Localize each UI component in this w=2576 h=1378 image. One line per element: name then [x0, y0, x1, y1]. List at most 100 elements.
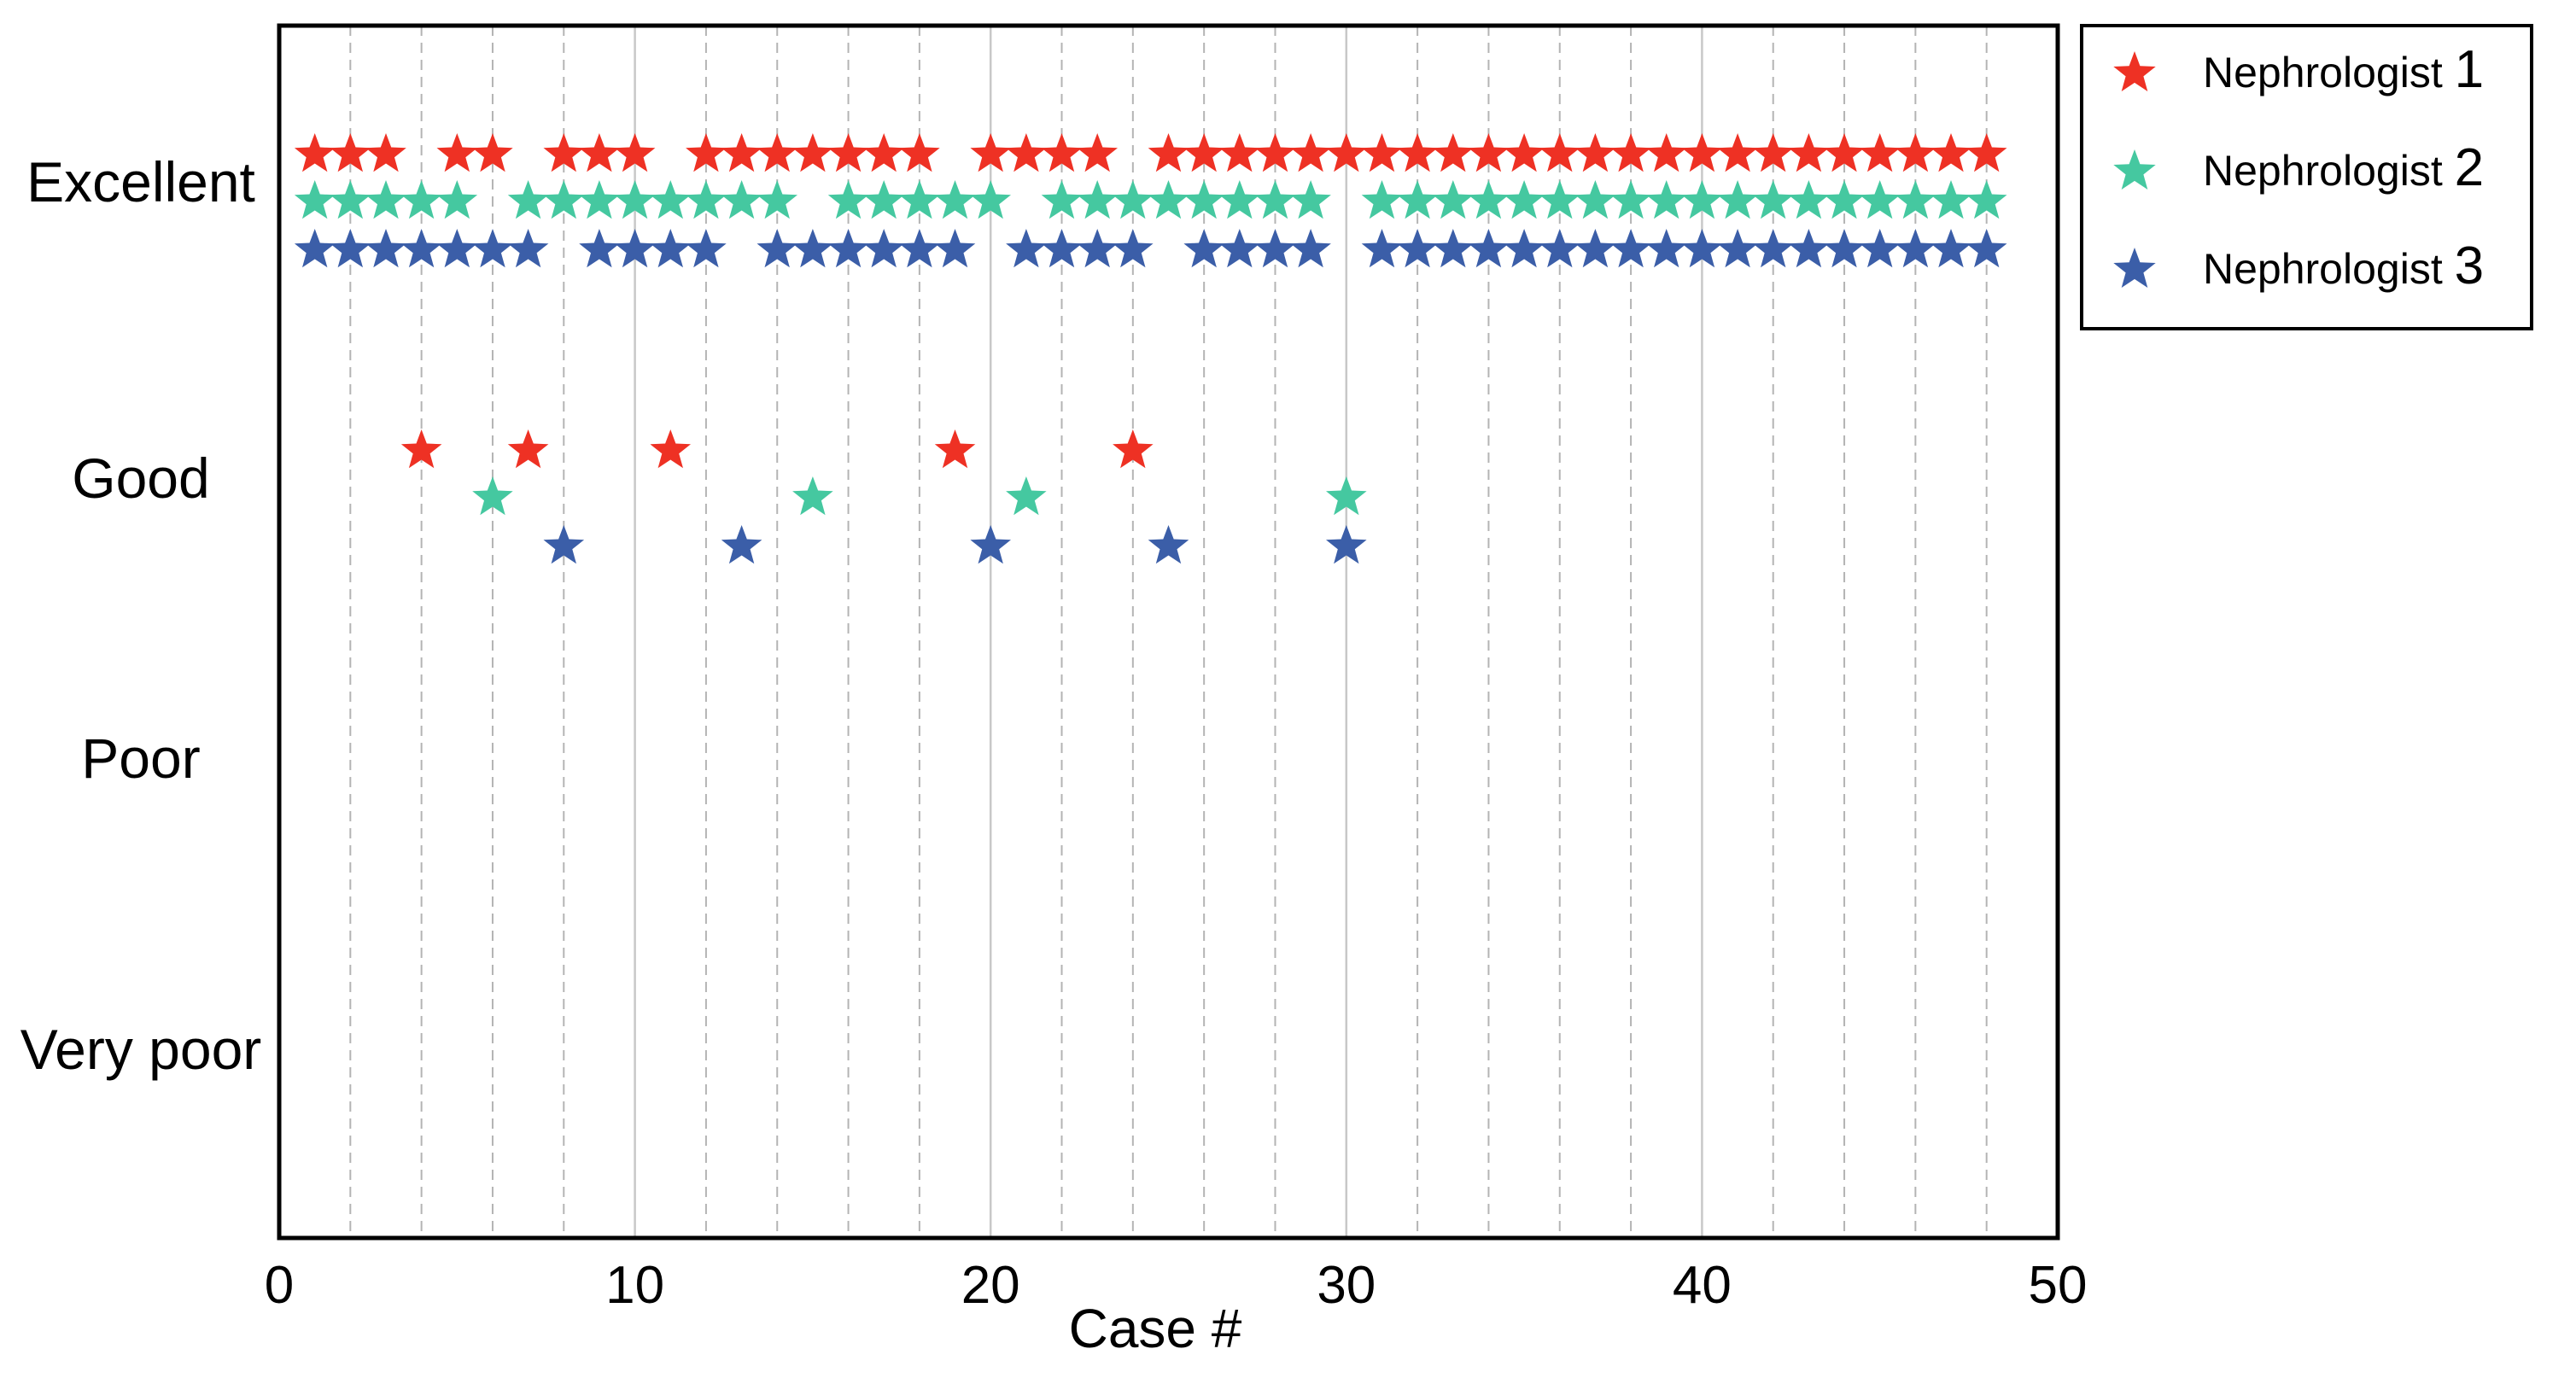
data-point — [1717, 133, 1758, 172]
data-point — [1931, 229, 1971, 268]
series-nephrologist-1 — [294, 133, 2007, 469]
data-point — [1504, 229, 1545, 268]
data-point — [1859, 133, 1901, 172]
data-point — [934, 429, 976, 469]
data-point — [1254, 133, 1296, 172]
data-point — [792, 476, 833, 516]
data-point — [686, 133, 727, 172]
data-point — [1219, 133, 1260, 172]
data-point — [863, 180, 904, 219]
data-point — [899, 133, 940, 172]
data-point — [294, 180, 336, 219]
data-point — [294, 229, 336, 268]
data-point — [650, 180, 691, 219]
data-point — [721, 525, 762, 564]
x-tick-label: 40 — [1673, 1256, 1732, 1315]
data-point — [507, 429, 549, 469]
data-point — [1681, 229, 1723, 268]
data-point — [1504, 133, 1545, 172]
y-tick-label-good: Good — [72, 447, 209, 510]
y-tick-label-very-poor: Very poor — [20, 1018, 262, 1081]
data-point — [579, 180, 620, 219]
plot-frame — [277, 23, 2060, 1241]
data-point — [899, 180, 940, 219]
data-point — [1433, 133, 1474, 172]
data-point — [579, 133, 620, 172]
legend-number: 1 — [2455, 40, 2484, 99]
data-point — [1361, 180, 1403, 219]
legend-label: Nephrologist 1 — [2203, 40, 2484, 99]
data-point — [827, 180, 869, 219]
data-point — [507, 180, 549, 219]
data-point — [614, 133, 656, 172]
data-point — [1966, 180, 2007, 219]
data-point — [1788, 229, 1830, 268]
legend: Nephrologist 1 Nephrologist 2 Nephrologist… — [2080, 24, 2533, 330]
data-point — [330, 180, 371, 219]
data-point — [970, 133, 1011, 172]
data-point — [1290, 180, 1331, 219]
data-point — [1859, 180, 1901, 219]
data-point — [1895, 229, 1936, 268]
x-tick-label: 50 — [2029, 1256, 2088, 1315]
data-point — [1895, 133, 1936, 172]
data-point — [650, 229, 691, 268]
data-point — [1681, 133, 1723, 172]
data-point — [863, 133, 904, 172]
series-nephrologist-2 — [294, 180, 2007, 516]
data-point — [1788, 133, 1830, 172]
data-point — [792, 133, 833, 172]
data-point — [827, 229, 869, 268]
data-point — [1148, 180, 1189, 219]
data-point — [330, 133, 371, 172]
x-tick-label: 20 — [961, 1256, 1020, 1315]
data-point — [1290, 133, 1331, 172]
data-point — [1610, 229, 1651, 268]
y-tick-labels: Excellent Good Poor Very poor — [20, 150, 262, 1081]
data-point — [1752, 229, 1794, 268]
data-point — [1113, 429, 1154, 469]
data-point — [1183, 180, 1224, 219]
data-point — [1006, 133, 1047, 172]
y-tick-label-poor: Poor — [81, 727, 200, 790]
data-point — [1113, 229, 1154, 268]
data-point — [1574, 133, 1616, 172]
x-tick-label: 10 — [605, 1256, 664, 1315]
data-point — [650, 429, 691, 469]
data-point — [472, 229, 513, 268]
data-point — [543, 525, 585, 564]
legend-marker — [2113, 149, 2156, 190]
data-point — [436, 133, 478, 172]
data-point — [1219, 229, 1260, 268]
data-point — [721, 180, 762, 219]
data-point — [934, 180, 976, 219]
x-tick-label: 0 — [265, 1256, 294, 1315]
data-point — [1006, 229, 1047, 268]
data-point — [614, 180, 656, 219]
data-point — [1219, 180, 1260, 219]
legend-number: 3 — [2455, 236, 2484, 295]
data-point — [863, 229, 904, 268]
data-point — [1006, 476, 1047, 516]
data-point — [1824, 180, 1865, 219]
data-point — [365, 180, 406, 219]
data-point — [1183, 229, 1224, 268]
data-point — [756, 133, 797, 172]
data-point — [1433, 180, 1474, 219]
data-point — [1681, 180, 1723, 219]
data-point — [1752, 180, 1794, 219]
data-point — [1077, 229, 1118, 268]
data-point — [970, 180, 1011, 219]
data-point — [1397, 229, 1438, 268]
data-point — [1041, 229, 1083, 268]
data-point — [1646, 180, 1687, 219]
data-point — [400, 180, 442, 219]
legend-label: Nephrologist 2 — [2203, 138, 2484, 197]
data-point — [579, 229, 620, 268]
data-point — [934, 229, 976, 268]
data-point — [1824, 133, 1865, 172]
data-point — [1504, 180, 1545, 219]
data-point — [1539, 229, 1580, 268]
data-point — [1433, 229, 1474, 268]
